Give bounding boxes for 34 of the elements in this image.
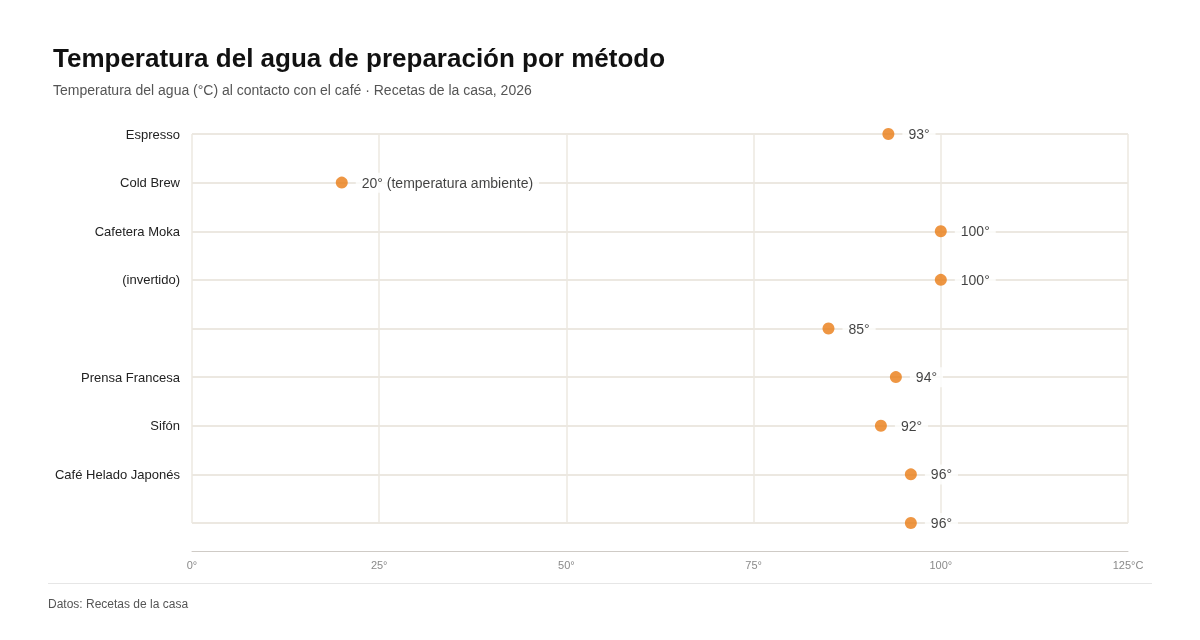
x-tick-label: 75° xyxy=(745,558,762,571)
y-tick-label: Prensa Francesa xyxy=(81,369,181,385)
point xyxy=(934,273,947,286)
text: Datos: Recetas de la casa xyxy=(48,597,190,611)
point xyxy=(904,468,917,481)
data-label: 96° xyxy=(930,466,953,483)
data-label: 93° xyxy=(908,126,930,142)
chart-subtitle: Temperatura del agua (°C) al contacto con el café · Recetas de la casa, 2026 xyxy=(53,82,532,98)
data-label: 100° xyxy=(960,223,990,240)
y-tick-label: Cafetera Moka xyxy=(94,223,181,239)
data-label: 94° xyxy=(915,369,938,386)
chart-title: Temperatura del agua de preparación por método xyxy=(53,43,666,73)
point xyxy=(822,322,835,335)
x-tick-label: 100° xyxy=(929,558,953,571)
y-tick-label: Espresso xyxy=(125,126,180,142)
point xyxy=(889,371,902,384)
data-label: 85° xyxy=(848,320,870,337)
data-label: 100° xyxy=(960,271,990,288)
data-label: 96° xyxy=(930,515,953,531)
data-label: 92° xyxy=(900,417,923,434)
point xyxy=(882,128,895,140)
y-tick-label: Sifón xyxy=(150,418,180,434)
point xyxy=(874,419,887,432)
point xyxy=(904,517,917,529)
x-tick-label: 50° xyxy=(558,558,575,571)
data-label: 20° (temperatura ambiente) xyxy=(361,174,534,191)
x-tick-label: 0° xyxy=(186,558,198,571)
point xyxy=(934,225,947,238)
y-tick-label: (invertido) xyxy=(122,272,180,288)
point xyxy=(335,176,348,189)
x-tick-label: 125°C xyxy=(1112,558,1144,571)
y-tick-label: Café Helado Japonés xyxy=(54,466,181,482)
x-tick-label: 25° xyxy=(370,558,388,571)
y-tick-label: Cold Brew xyxy=(120,175,181,191)
